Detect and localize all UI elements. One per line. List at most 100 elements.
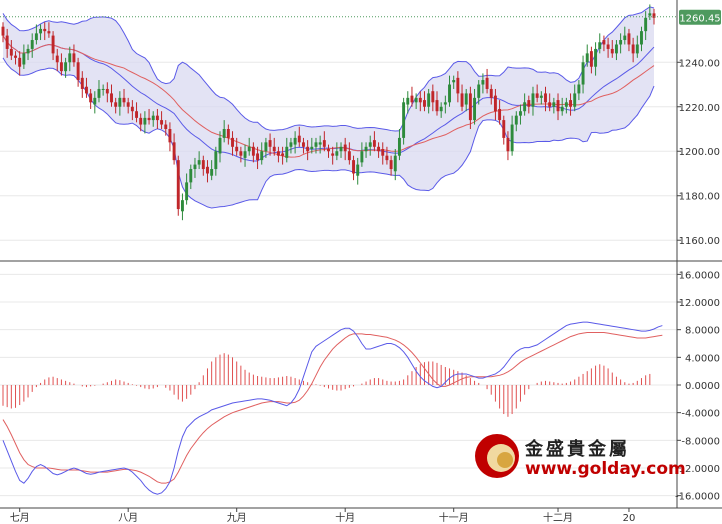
candle-body <box>68 53 72 63</box>
candle-body <box>485 77 489 89</box>
candle <box>110 84 113 107</box>
candle <box>619 33 623 54</box>
candle <box>623 26 627 45</box>
candle <box>118 91 122 116</box>
candle <box>268 133 272 156</box>
candle-body <box>55 55 59 63</box>
candle <box>318 135 322 154</box>
candle <box>552 97 556 114</box>
candle-body <box>143 117 147 125</box>
candle <box>314 137 318 154</box>
candle <box>427 88 431 114</box>
candle <box>573 84 577 112</box>
candle <box>393 149 397 181</box>
candle <box>414 93 418 109</box>
logo-emblem-core <box>497 452 513 468</box>
candle-body <box>598 42 602 49</box>
candle-body <box>306 146 310 152</box>
candle <box>39 24 43 41</box>
candle-body <box>456 77 460 94</box>
candle <box>360 142 364 167</box>
candle-body <box>43 28 47 32</box>
candle-body <box>589 51 593 67</box>
candle <box>272 137 276 156</box>
candle-body <box>414 97 418 103</box>
candle <box>1 22 5 43</box>
macd-tick-label: 4.0000 <box>685 353 720 364</box>
candle-body <box>473 97 477 121</box>
candle-body <box>268 140 272 147</box>
candle-body <box>256 153 260 161</box>
candle <box>502 115 506 145</box>
candle <box>560 97 564 116</box>
candle <box>368 135 372 156</box>
candle <box>68 46 72 72</box>
price-panel <box>0 4 677 241</box>
candle-body <box>347 151 351 161</box>
candle <box>59 53 63 76</box>
candle-body <box>185 182 189 201</box>
candle-body <box>335 151 339 156</box>
candle <box>648 4 652 21</box>
candle <box>251 142 255 163</box>
candle-body <box>443 102 447 105</box>
candle <box>72 44 76 67</box>
candle-body <box>155 115 159 121</box>
candle-body <box>573 93 577 107</box>
candle-body <box>264 142 268 152</box>
candle-body <box>318 142 322 145</box>
candle-body <box>314 142 318 147</box>
candle-body <box>310 146 314 150</box>
candle-body <box>9 48 13 56</box>
candle <box>47 22 51 38</box>
macd-panel <box>0 273 677 497</box>
candle <box>210 160 214 181</box>
candle <box>473 88 477 125</box>
candle-body <box>560 106 564 112</box>
candle-body <box>126 102 130 107</box>
candle <box>89 88 93 109</box>
candle-body <box>460 93 464 107</box>
candle-body <box>51 35 55 54</box>
candle <box>64 57 68 78</box>
candle <box>443 95 447 114</box>
candle <box>243 144 247 167</box>
candle-body <box>59 62 63 72</box>
candle-body <box>76 62 80 81</box>
candle-body <box>302 142 305 147</box>
macd-tick-label: -4.0000 <box>681 409 720 420</box>
candle-body <box>39 28 43 34</box>
candle-body <box>548 102 552 107</box>
candle-body <box>243 151 247 158</box>
candle <box>418 91 422 112</box>
candle <box>218 131 222 163</box>
candle-body <box>239 151 243 156</box>
candle <box>468 86 472 129</box>
candle <box>164 120 168 136</box>
candle-body <box>397 137 401 156</box>
candle-body <box>164 124 168 129</box>
candle <box>381 142 385 165</box>
candle-body <box>322 140 326 147</box>
candle <box>260 142 264 165</box>
bollinger-upper-line <box>2 6 655 132</box>
candle-body <box>535 93 539 98</box>
candle-body <box>385 155 389 161</box>
candle <box>80 71 84 98</box>
bollinger-lower-line <box>2 57 655 209</box>
candle <box>143 111 147 134</box>
candle <box>523 93 527 116</box>
x-tick-label: 十二月 <box>543 511 573 524</box>
candle-body <box>410 95 414 103</box>
candle-body <box>602 40 606 45</box>
macd-axis: 16.0000 12.0000 8.0000 4.0000 0.0000 -4.0000 -… <box>675 270 720 502</box>
candle-body <box>506 137 510 152</box>
candle <box>535 84 539 103</box>
x-tick-label: 十月 <box>335 511 355 524</box>
candle <box>385 146 389 165</box>
candle-body <box>464 93 468 105</box>
candle <box>231 131 234 156</box>
candle <box>594 42 598 76</box>
candle <box>544 86 547 112</box>
candle <box>285 137 289 163</box>
